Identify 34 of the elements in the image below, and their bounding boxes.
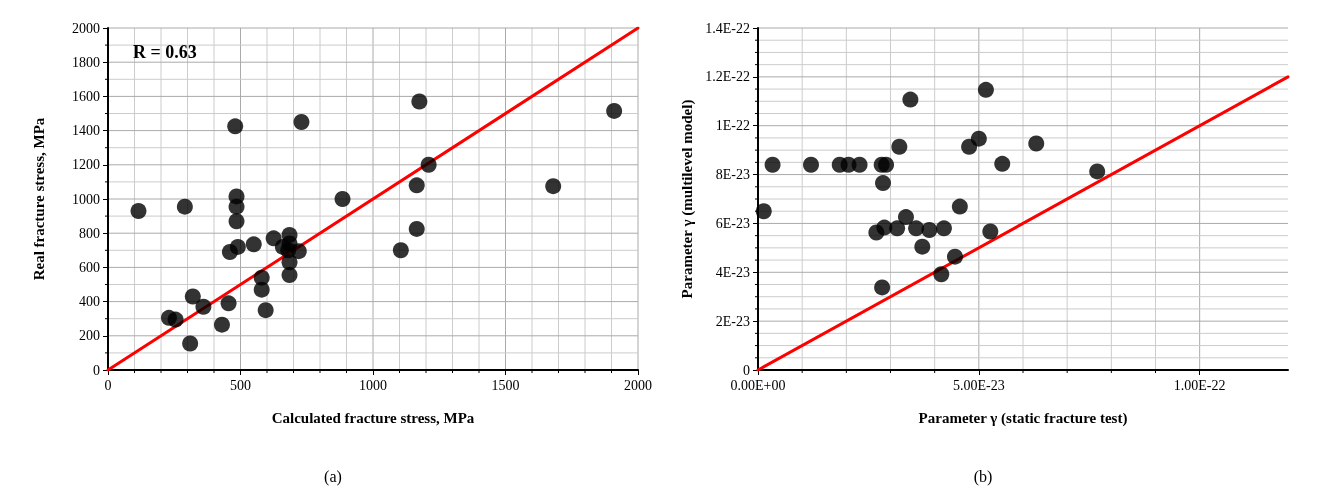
- y-tick-label: 1.4E-22: [705, 20, 750, 36]
- y-tick-label: 200: [79, 328, 100, 344]
- y-tick-label: 1200: [72, 157, 100, 173]
- y-tick-label: 1600: [72, 88, 100, 104]
- y-tick-label: 1000: [72, 191, 100, 207]
- y-axis-title: Real fracture stress, MPa: [30, 117, 47, 281]
- x-tick-label: 1500: [491, 377, 520, 393]
- x-tick-label: 0: [104, 377, 112, 393]
- x-axis-title: Calculated fracture stress, MPa: [271, 409, 475, 426]
- y-tick-label: 6E-23: [715, 215, 750, 231]
- y-tick-label: 0: [93, 362, 100, 378]
- x-tick-label: 2000: [624, 377, 652, 393]
- y-tick-label: 600: [79, 259, 100, 275]
- x-tick-label: 1000: [359, 377, 387, 393]
- x-tick-label: 0.00E+00: [730, 377, 786, 393]
- x-tick-label: 5.00E-23: [952, 377, 1005, 393]
- text: (b): [973, 467, 993, 486]
- text: (a): [324, 467, 342, 486]
- y-tick-label: 2000: [72, 20, 100, 36]
- y-tick-label: 1400: [72, 123, 100, 139]
- y-tick-label: 800: [79, 225, 100, 241]
- y-tick-label: 1E-22: [715, 118, 750, 134]
- x-axis-title: Parameter γ (static fracture test): [918, 409, 1128, 427]
- x-tick-label: 1.00E-22: [1173, 377, 1226, 393]
- y-tick-label: 1800: [72, 54, 100, 70]
- y-tick-label: 2E-23: [715, 313, 750, 329]
- y-tick-label: 4E-23: [715, 264, 750, 280]
- y-tick-label: 0: [743, 362, 750, 378]
- y-tick-label: 400: [79, 294, 100, 310]
- y-axis-title: Parameter γ (multilevel model): [678, 99, 696, 299]
- y-tick-label: 8E-23: [715, 167, 750, 183]
- y-tick-label: 1.2E-22: [705, 69, 750, 85]
- x-tick-label: 500: [230, 377, 251, 393]
- annotation: R = 0.63: [133, 42, 197, 62]
